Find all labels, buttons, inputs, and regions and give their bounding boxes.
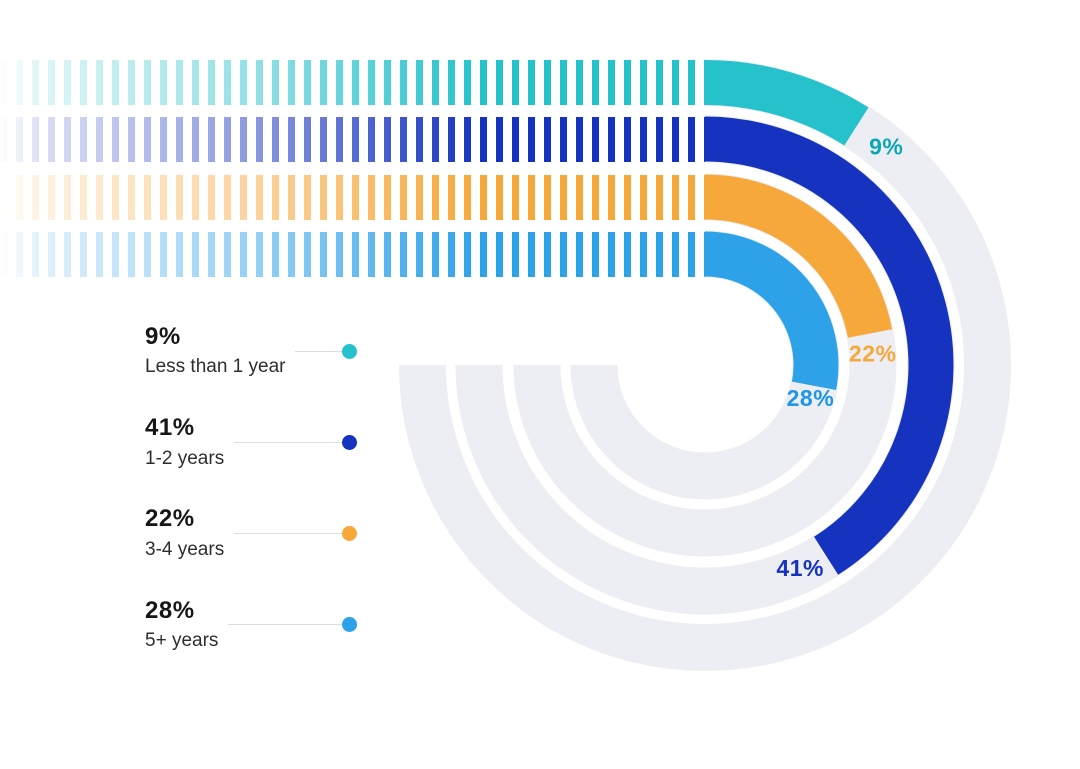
legend-dot — [342, 434, 357, 450]
legend-label: 5+ years — [145, 630, 219, 652]
legend-text: 41% 1-2 years — [145, 414, 234, 469]
arc-value-label: 28% — [787, 385, 835, 411]
dash-row-less-than-1-year — [0, 60, 706, 105]
legend-label: Less than 1 year — [145, 356, 286, 378]
legend-connector-line — [234, 441, 342, 443]
legend-item: 9% Less than 1 year — [145, 323, 357, 378]
legend-dot — [342, 526, 357, 542]
legend-text: 22% 3-4 years — [145, 506, 234, 560]
legend: 9% Less than 1 year 41% 1-2 years 22% 3-4 yea… — [145, 323, 357, 689]
legend-text: 9% Less than 1 year — [145, 323, 295, 378]
legend-item: 28% 5+ years — [145, 596, 357, 652]
arc-segment-3-4-years — [704, 174, 893, 339]
arc-segment-1-2-years — [704, 116, 954, 575]
legend-dot — [342, 617, 357, 633]
arc-segment-less-than-1-year — [704, 60, 869, 146]
ring-track — [399, 59, 1011, 671]
legend-value: 9% — [145, 323, 181, 350]
legend-connector-line — [234, 533, 342, 535]
legend-value: 41% — [145, 414, 195, 442]
dash-row-1-2-years — [0, 117, 706, 162]
legend-item: 41% 1-2 years — [145, 414, 357, 469]
arc-value-label: 9% — [869, 133, 903, 159]
legend-text: 28% 5+ years — [145, 596, 228, 652]
legend-value: 28% — [145, 596, 195, 624]
legend-connector-line — [295, 350, 342, 352]
arc-segment-5-years — [704, 231, 839, 390]
legend-connector-line — [228, 624, 342, 626]
arc-value-label: 22% — [849, 340, 897, 366]
dash-row-5-years — [0, 232, 706, 277]
dash-row-3-4-years — [0, 175, 706, 220]
legend-item: 22% 3-4 years — [145, 506, 357, 560]
legend-label: 1-2 years — [145, 447, 225, 469]
legend-value: 22% — [145, 505, 195, 533]
legend-label: 3-4 years — [145, 538, 225, 560]
legend-dot — [342, 343, 357, 359]
arc-value-label: 41% — [776, 555, 824, 581]
